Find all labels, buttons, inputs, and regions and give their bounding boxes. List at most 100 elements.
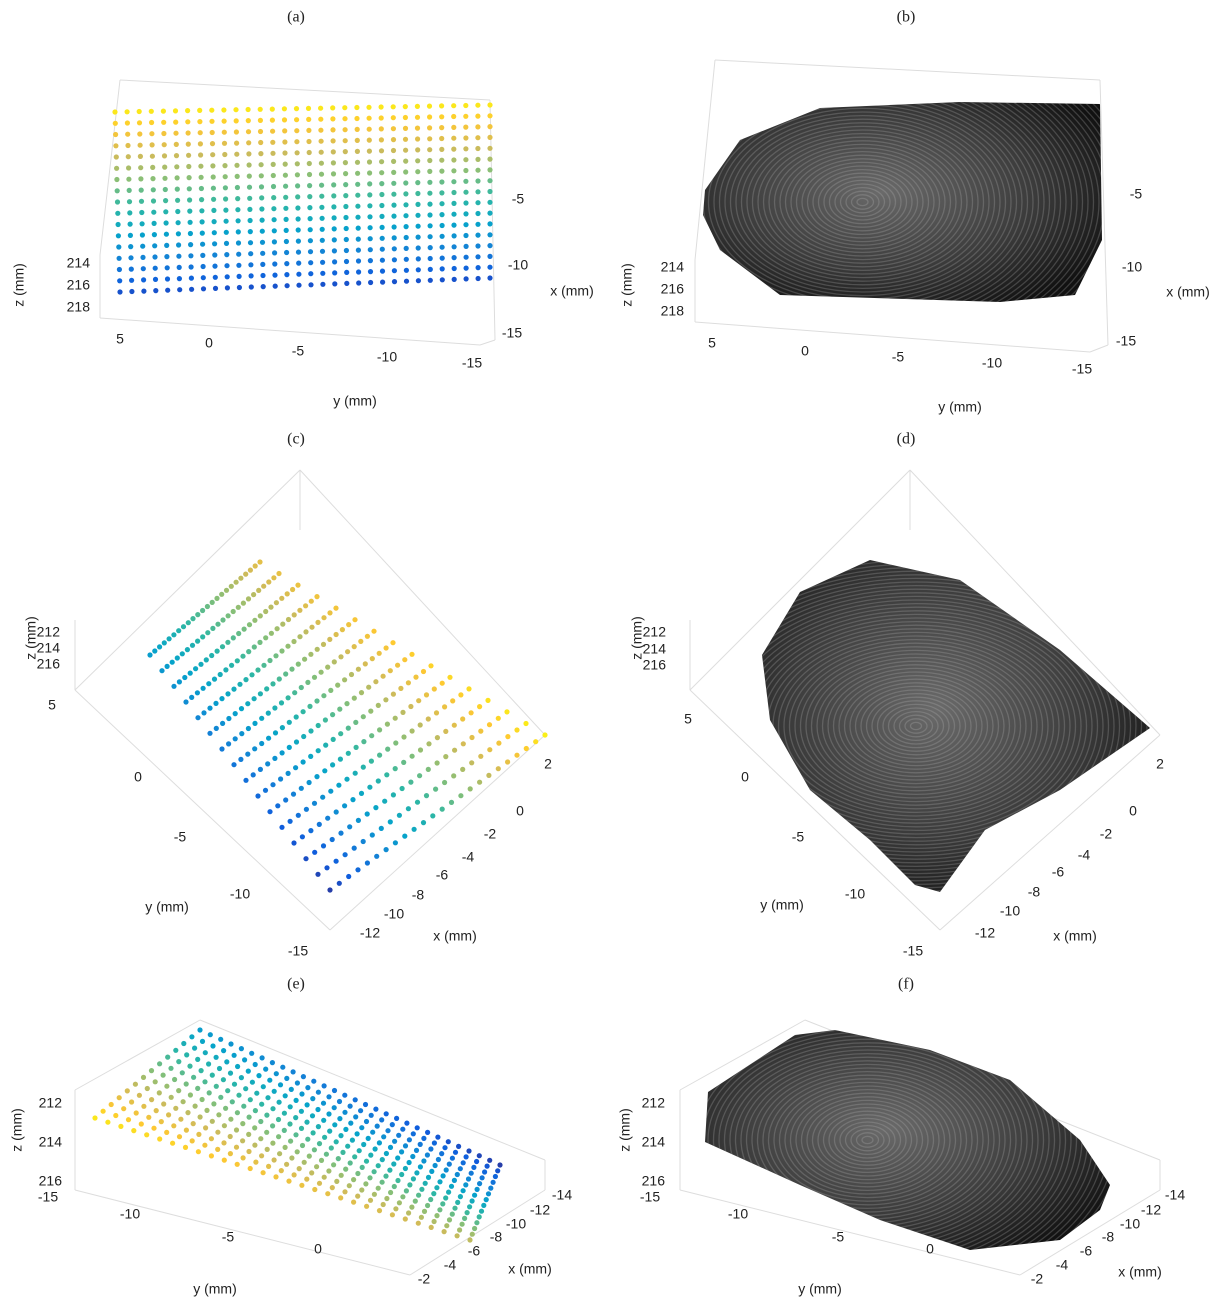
point [435,1156,441,1163]
point [169,659,175,665]
point [414,1125,420,1131]
point [440,1201,446,1207]
x-tick-label: -6 [1080,1243,1093,1259]
x-tick-label: -6 [468,1243,481,1259]
point [398,685,404,692]
point [487,210,493,216]
ridge [833,1117,902,1163]
point [319,193,325,199]
point [259,206,265,212]
point [472,1192,478,1198]
point [189,694,195,701]
point [354,1131,360,1137]
point [294,161,300,167]
axis-box-line [74,1189,411,1276]
point [315,722,321,729]
point [442,704,448,710]
point [331,237,337,243]
point [182,674,188,681]
point [136,108,142,115]
point [344,280,350,286]
ridge [850,1128,885,1152]
point [490,1179,496,1185]
point [413,1147,420,1153]
point [364,811,370,817]
point [399,1149,405,1155]
point [444,1223,450,1229]
ridge [788,642,1044,810]
point [487,156,493,162]
point [264,1112,270,1118]
x-tick-label: 0 [516,803,524,819]
z-tick-label: 216 [67,277,91,293]
point [487,232,493,238]
point [257,691,263,697]
point [351,695,357,701]
point [188,264,194,270]
point [379,202,385,209]
point [330,116,336,122]
point [475,167,481,173]
point [221,118,227,124]
finger-surface [705,1030,1110,1250]
point [384,1195,390,1202]
point [463,178,469,184]
ridge [705,1030,1067,1250]
point [227,1151,233,1157]
y-axis-title: y (mm) [333,393,377,409]
point [457,1166,463,1172]
ridge [795,1092,940,1188]
point [439,277,445,283]
point [235,240,242,246]
point [406,1137,412,1143]
point [391,268,397,274]
point [285,643,291,649]
point [390,792,396,798]
point [431,1218,437,1225]
point [137,131,143,137]
point [258,151,264,157]
point [371,628,377,634]
point [279,595,285,601]
point [486,722,493,728]
point [183,1127,189,1133]
point [345,1143,351,1149]
point [273,1071,279,1077]
point [331,659,337,665]
point [488,1185,494,1191]
point [255,667,261,673]
point [415,234,421,240]
point [492,1173,498,1180]
point [379,224,385,230]
point [174,175,180,181]
point [215,1129,221,1135]
point [343,193,349,199]
point [138,176,144,182]
point [234,151,240,157]
point [303,603,309,609]
point [475,265,481,271]
point [378,148,385,154]
point [283,194,289,200]
point [190,1121,196,1127]
point [236,251,242,257]
point [327,636,333,643]
ridge [703,102,1095,302]
point [360,714,366,720]
point [203,1125,209,1131]
point [361,739,367,745]
point [108,1101,114,1108]
point [447,674,453,680]
y-tick-label: -5 [892,349,905,365]
point [368,1152,374,1158]
point [221,129,227,135]
point [451,103,457,109]
point [283,183,289,189]
point [272,705,278,711]
point [487,167,493,173]
point [389,1122,395,1128]
point [318,149,324,155]
z-tick-label: 214 [643,641,667,657]
point [425,1129,431,1135]
